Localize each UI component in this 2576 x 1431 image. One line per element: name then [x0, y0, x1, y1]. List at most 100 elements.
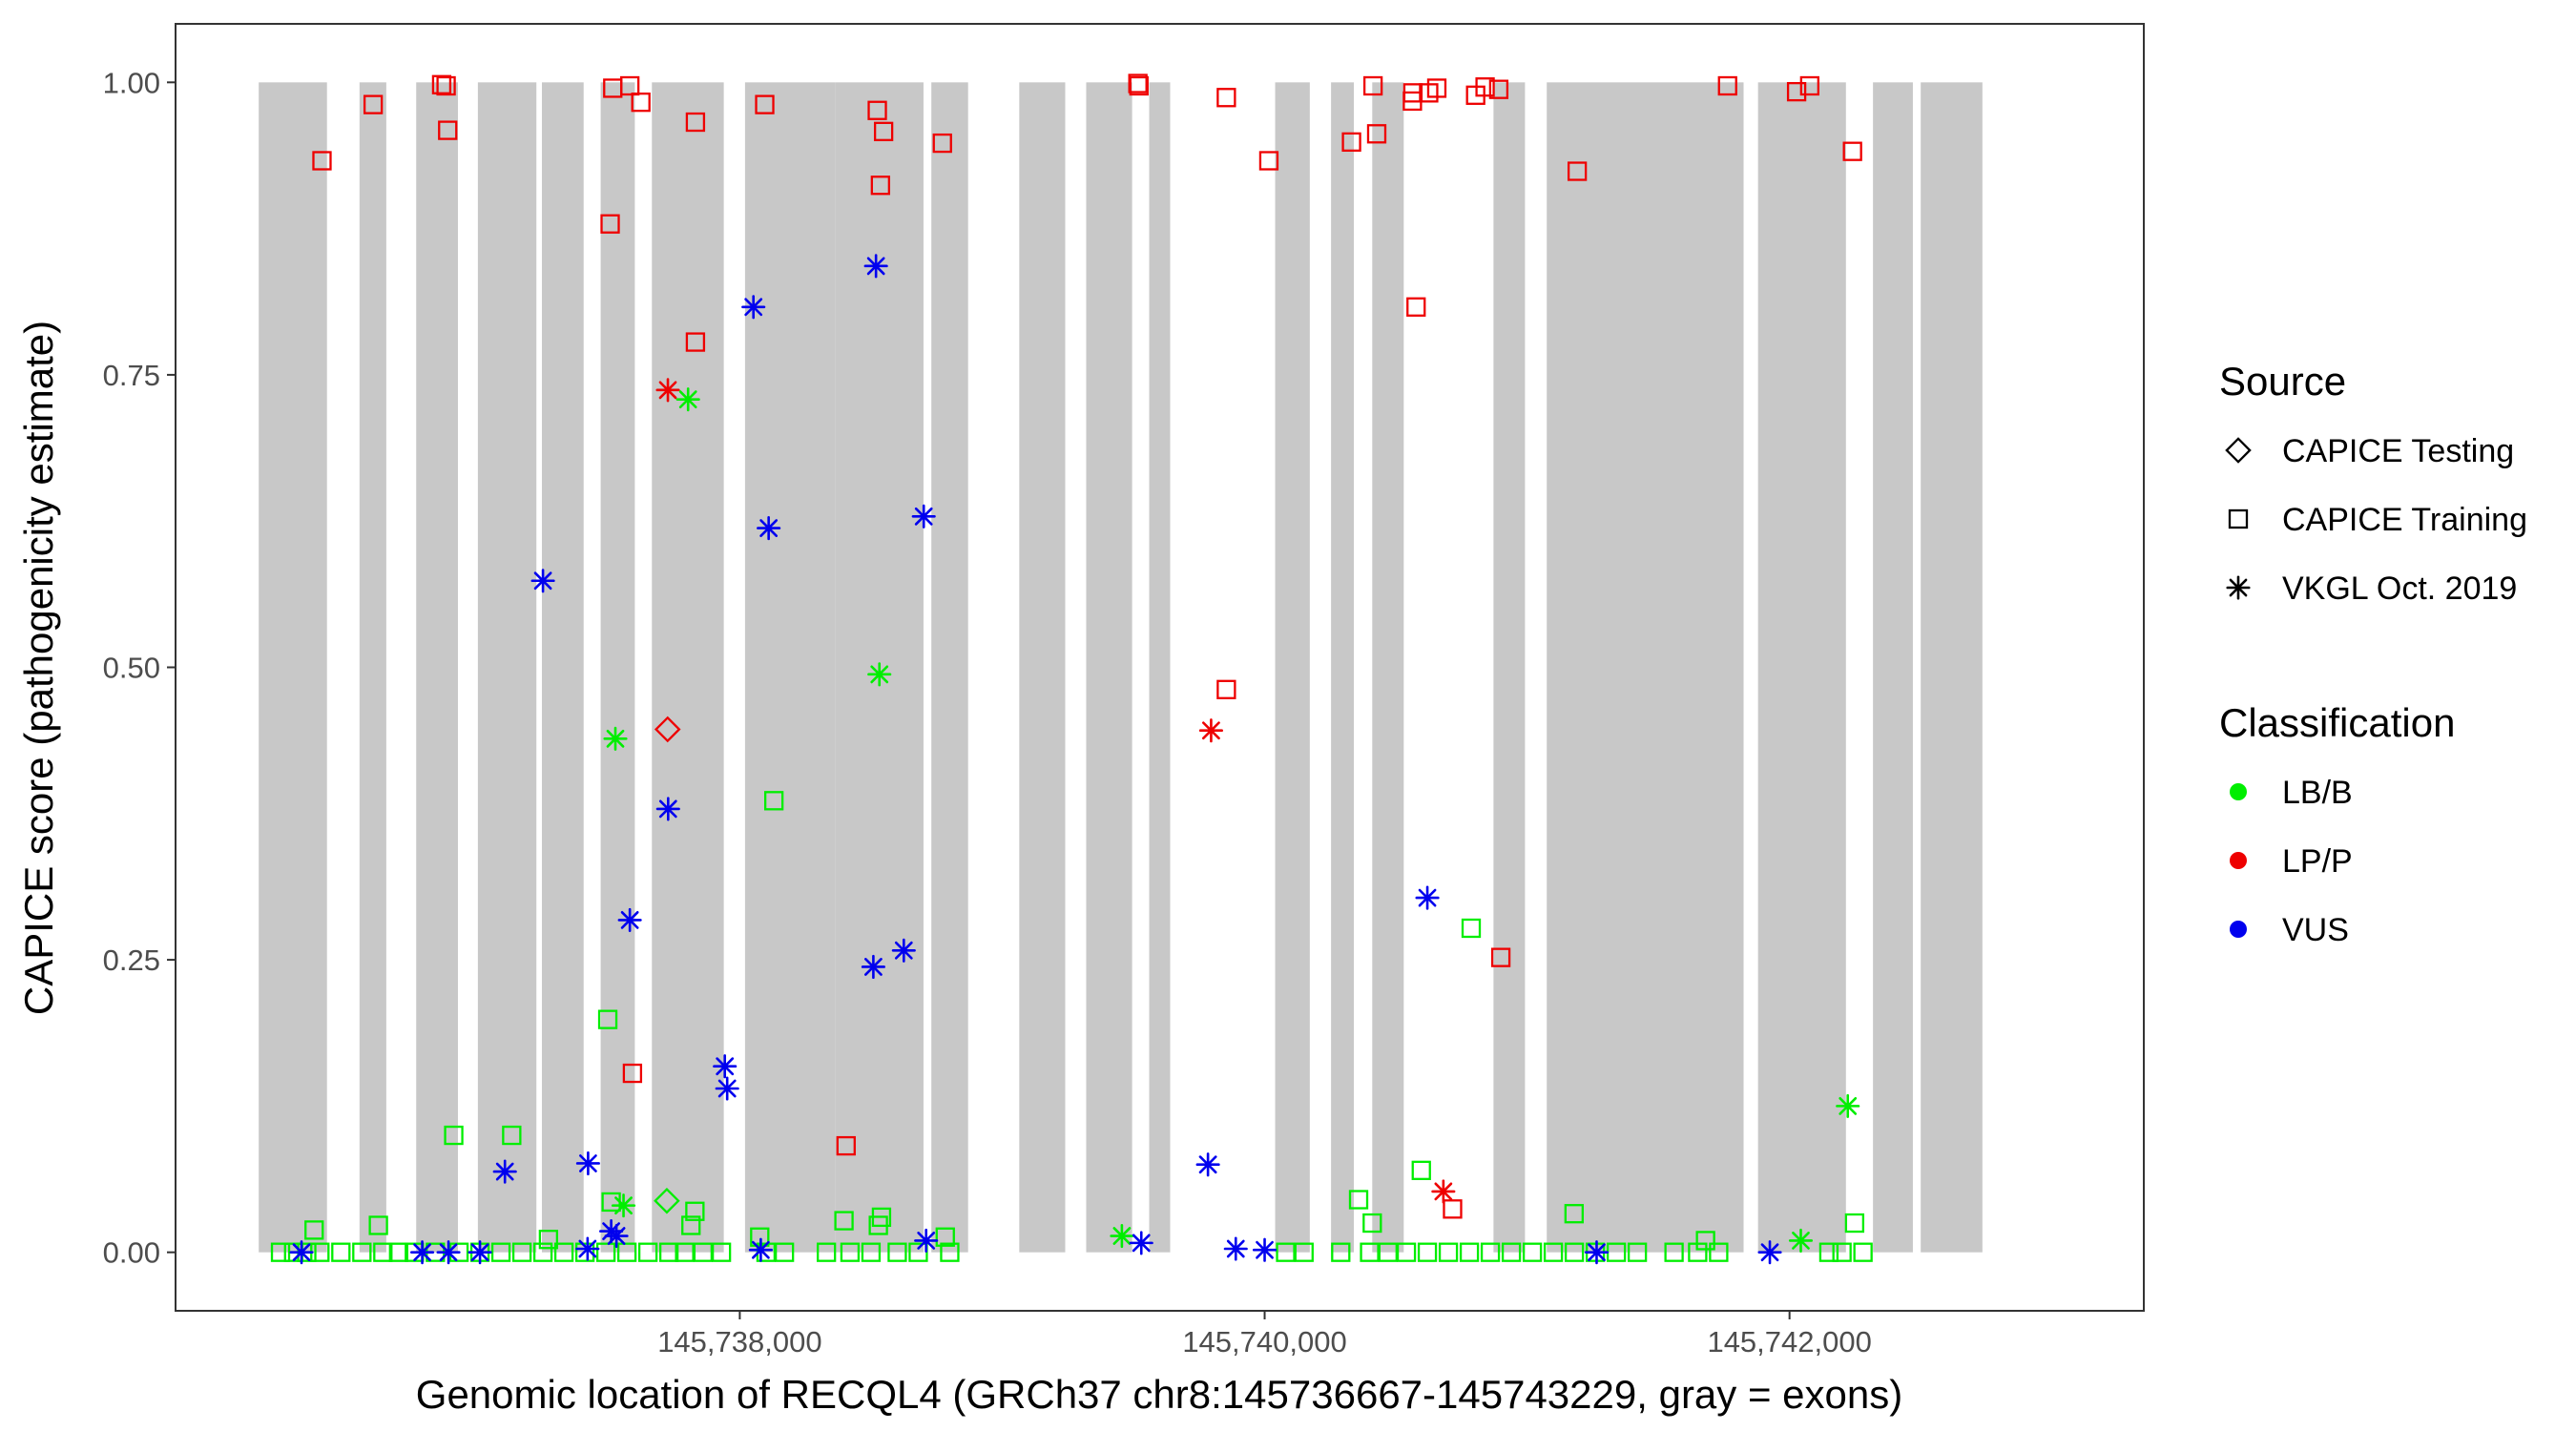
y-tick-label: 0.50: [103, 652, 160, 685]
x-tick-label: 145,742,000: [1707, 1325, 1871, 1358]
data-point: [1431, 1179, 1456, 1204]
exon-band: [1493, 82, 1526, 1253]
data-point: [1406, 297, 1426, 317]
data-point: [675, 387, 700, 412]
data-point: [1459, 1242, 1480, 1262]
legend-key: [2226, 575, 2251, 600]
data-point: [1411, 1160, 1431, 1180]
data-point: [658, 1242, 679, 1262]
data-point: [631, 93, 651, 113]
data-point: [1688, 1242, 1708, 1262]
data-point: [1475, 77, 1495, 97]
exon-band: [1086, 82, 1132, 1253]
data-point: [436, 1240, 461, 1265]
data-point: [502, 1125, 522, 1146]
data-point: [622, 1063, 643, 1084]
data-point: [775, 1242, 795, 1262]
data-point: [575, 1151, 600, 1176]
data-point: [1362, 1213, 1382, 1234]
data-point: [1853, 1242, 1873, 1262]
exon-band: [541, 82, 584, 1253]
data-point: [600, 214, 620, 234]
data-point: [1842, 141, 1862, 161]
data-point: [755, 94, 775, 114]
data-point: [713, 1054, 737, 1079]
data-point: [438, 120, 458, 140]
data-point: [604, 1223, 629, 1249]
data-point: [1216, 679, 1236, 699]
exon-band: [1149, 82, 1171, 1253]
legend-key: [2228, 508, 2249, 529]
data-point: [1443, 1199, 1463, 1219]
axes: 0.00 0.25 0.50 0.75 1.00 145,738,000 145,740,0…: [103, 66, 1872, 1358]
exon-band: [1019, 82, 1066, 1253]
data-point: [748, 1237, 773, 1262]
data-point: [1198, 718, 1223, 743]
legend-title: Classification: [2219, 700, 2455, 745]
data-point: [1438, 1242, 1459, 1262]
data-point: [352, 1242, 372, 1262]
data-point: [575, 1236, 600, 1261]
exon-band: [652, 82, 724, 1253]
data-point: [1195, 1152, 1220, 1177]
data-point: [867, 100, 887, 120]
data-point: [511, 1242, 532, 1262]
data-point: [1836, 1093, 1860, 1118]
data-point: [840, 1242, 861, 1262]
data-point: [553, 1242, 574, 1262]
legend-key: [2230, 921, 2247, 938]
data-point: [637, 1242, 658, 1262]
data-point: [1757, 1240, 1782, 1265]
data-point: [1294, 1242, 1314, 1262]
data-point: [873, 121, 894, 141]
data-point: [861, 954, 885, 979]
data-point: [1490, 947, 1511, 967]
data-point: [1415, 885, 1440, 910]
legend-title: Source: [2219, 359, 2346, 404]
data-point: [836, 1135, 856, 1156]
data-point: [1567, 161, 1588, 181]
data-point: [597, 1009, 618, 1029]
legend-key: [2225, 437, 2252, 464]
data-point: [1488, 79, 1509, 99]
data-point: [1360, 1242, 1380, 1262]
data-point: [1480, 1242, 1501, 1262]
data-point: [715, 1076, 739, 1101]
data-point: [867, 662, 892, 687]
legend-label: CAPICE Testing: [2282, 433, 2514, 469]
data-point: [870, 176, 890, 196]
data-point: [1341, 132, 1361, 153]
data-point: [861, 1242, 882, 1262]
data-point: [654, 716, 681, 743]
data-point: [616, 1242, 637, 1262]
data-point: [617, 907, 642, 932]
data-point: [1426, 78, 1447, 98]
data-point: [1627, 1242, 1648, 1262]
data-point: [675, 1242, 695, 1262]
data-point: [685, 332, 706, 352]
y-tick-label: 0.25: [103, 944, 160, 977]
data-points: [270, 73, 1873, 1265]
data-point: [1129, 75, 1149, 96]
data-point: [1378, 1242, 1398, 1262]
data-point: [304, 1220, 324, 1240]
data-point: [619, 75, 640, 96]
data-point: [1799, 75, 1819, 96]
exon-band: [477, 82, 537, 1253]
data-point: [312, 151, 332, 171]
data-point: [940, 1242, 960, 1262]
legend-label: LB/B: [2282, 775, 2353, 811]
data-point: [685, 112, 706, 133]
exon-band: [931, 82, 968, 1253]
data-point: [741, 295, 766, 320]
data-point: [935, 1227, 955, 1247]
exon-band: [1757, 82, 1846, 1253]
data-point: [436, 75, 456, 96]
data-point: [1788, 1228, 1814, 1253]
data-point: [1543, 1242, 1564, 1262]
exon-band: [416, 82, 458, 1253]
data-point: [1664, 1242, 1684, 1262]
data-point: [681, 1215, 701, 1235]
data-point: [914, 1228, 939, 1253]
data-point: [603, 726, 628, 751]
